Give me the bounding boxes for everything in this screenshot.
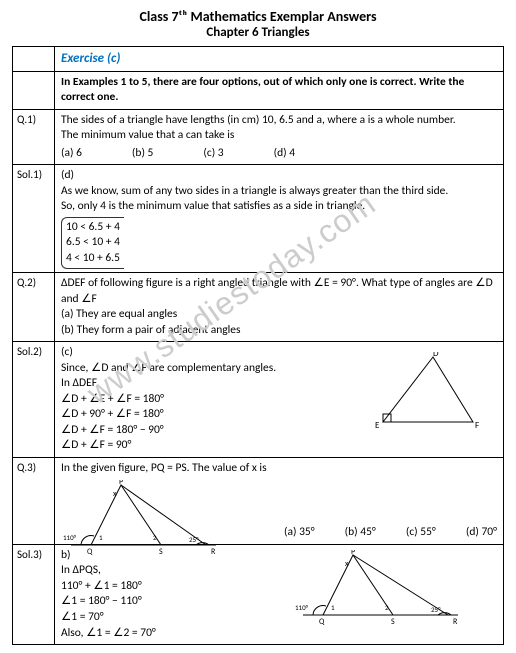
- sol3-row: Sol.3) b) In ΔPQS, 110° + ∠1 = 180° ∠1 =…: [13, 544, 503, 644]
- header-line2: Chapter 6 Triangles: [12, 25, 504, 40]
- exercise-label: Exercise (c): [55, 47, 503, 71]
- sol2-content: (c) Since, ∠D and ∠F are complementary a…: [55, 342, 503, 457]
- svg-text:x: x: [345, 559, 349, 569]
- q1-line2: The minimum value that a can take is: [61, 128, 497, 144]
- fig-f: F: [475, 420, 479, 431]
- q2-opt-a: (a) They are equal angles: [61, 307, 497, 323]
- q2-line1: ΔDEF of following figure is a right angl…: [61, 276, 497, 307]
- svg-text:Q: Q: [319, 617, 325, 625]
- sol1-line1: As we know, sum of any two sides in a tr…: [61, 184, 497, 200]
- svg-text:25°: 25°: [431, 605, 441, 614]
- sol2-label: Sol.2): [13, 342, 55, 457]
- q1-opt-a: (a) 6: [61, 146, 82, 162]
- q3-opt-d: (d) 70°: [466, 525, 497, 541]
- label-empty: [13, 72, 55, 109]
- fig-d: D: [433, 352, 439, 359]
- sol3-content: b) In ΔPQS, 110° + ∠1 = 180° ∠1 = 180° −…: [55, 545, 503, 644]
- sol1-ans: (d): [61, 168, 497, 184]
- q1-line1: The sides of a triangle have lengths (in…: [61, 113, 497, 129]
- sol3-eq4: Also, ∠1 = ∠2 = 70°: [61, 626, 497, 642]
- q2-row: Q.2) ΔDEF of following figure is a right…: [13, 272, 503, 341]
- svg-text:110°: 110°: [63, 533, 77, 542]
- q1-content: The sides of a triangle have lengths (in…: [55, 110, 503, 165]
- q3-label: Q.3): [13, 458, 55, 544]
- sol2-row: Sol.2) (c) Since, ∠D and ∠F are compleme…: [13, 341, 503, 457]
- sol1-content: (d) As we know, sum of any two sides in …: [55, 165, 503, 272]
- svg-text:S: S: [391, 617, 395, 625]
- q1-row: Q.1) The sides of a triangle have length…: [13, 109, 503, 165]
- q3-options: (a) 35° (b) 45° (c) 55° (d) 70°: [61, 525, 497, 541]
- instructions-text: In Examples 1 to 5, there are four optio…: [55, 72, 503, 109]
- triangle-def-icon: D E F: [373, 352, 483, 432]
- sol1-br1: 10 < 6.5 + 4: [66, 220, 120, 236]
- header-line1: Class 7ᵗʰ Mathematics Exemplar Answers: [12, 8, 504, 25]
- q2-opt-b: (b) They form a pair of adjacent angles: [61, 323, 497, 339]
- svg-text:110°: 110°: [295, 603, 309, 612]
- svg-text:P: P: [351, 550, 355, 557]
- sol1-brace: 10 < 6.5 + 4 6.5 < 10 + 4 4 < 10 + 6.5: [61, 217, 124, 270]
- q2-label: Q.2): [13, 273, 55, 341]
- sol2-eq4: ∠D + ∠F = 90°: [61, 438, 497, 454]
- sol1-label: Sol.1): [13, 165, 55, 272]
- svg-text:x: x: [113, 489, 117, 499]
- q3-row: Q.3) In the given figure, PQ = PS. The v…: [13, 457, 503, 544]
- page-header: Class 7ᵗʰ Mathematics Exemplar Answers C…: [12, 8, 504, 46]
- instructions-row: In Examples 1 to 5, there are four optio…: [13, 71, 503, 109]
- q1-opt-b: (b) 5: [132, 146, 153, 162]
- triangle-pqs2-icon: P Q S R 110° 25° x 1 2: [293, 550, 463, 625]
- sol2-figure: D E F: [373, 352, 483, 432]
- svg-text:1: 1: [99, 533, 103, 542]
- svg-text:1: 1: [331, 603, 335, 612]
- sol1-line2: So, only 4 is the minimum value that sat…: [61, 199, 497, 215]
- sol3-label: Sol.3): [13, 545, 55, 644]
- q2-content: ΔDEF of following figure is a right angl…: [55, 273, 503, 341]
- q3-text: In the given figure, PQ = PS. The value …: [61, 461, 497, 477]
- q3-opt-c: (c) 55°: [406, 525, 436, 541]
- sol1-row: Sol.1) (d) As we know, sum of any two si…: [13, 164, 503, 272]
- q1-label: Q.1): [13, 110, 55, 165]
- sol1-br2: 6.5 < 10 + 4: [66, 235, 120, 251]
- label-empty: [13, 47, 55, 71]
- sol3-figure: P Q S R 110° 25° x 1 2: [293, 550, 463, 625]
- sol1-br3: 4 < 10 + 6.5: [66, 251, 120, 267]
- exercise-row: Exercise (c): [13, 47, 503, 71]
- fig-e: E: [375, 420, 380, 431]
- content-table: Exercise (c) In Examples 1 to 5, there a…: [12, 46, 504, 645]
- q3-content: In the given figure, PQ = PS. The value …: [55, 458, 503, 544]
- q1-opt-c: (c) 3: [203, 146, 223, 162]
- svg-text:P: P: [119, 480, 123, 487]
- svg-text:25°: 25°: [189, 535, 199, 544]
- svg-text:2: 2: [385, 603, 389, 612]
- q3-opt-b: (b) 45°: [345, 525, 376, 541]
- q1-options: (a) 6 (b) 5 (c) 3 (d) 4: [61, 146, 497, 162]
- q3-opt-a: (a) 35°: [284, 525, 315, 541]
- svg-text:R: R: [453, 617, 458, 625]
- svg-text:2: 2: [153, 533, 157, 542]
- q1-opt-d: (d) 4: [274, 146, 295, 162]
